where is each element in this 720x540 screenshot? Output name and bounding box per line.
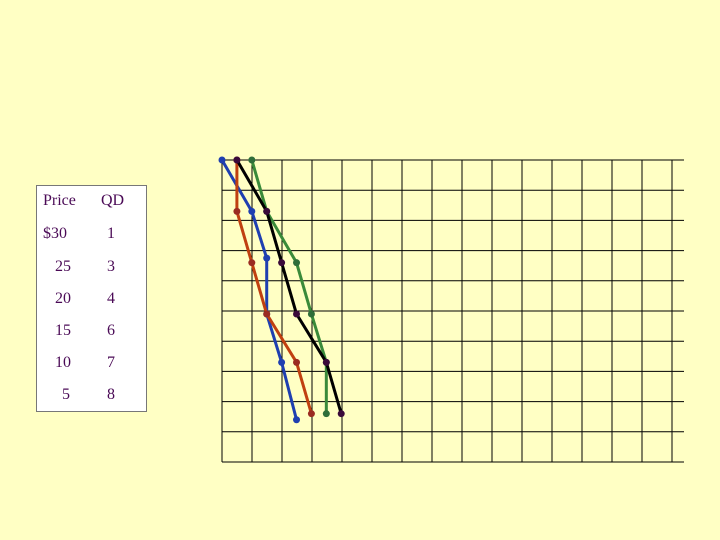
chart-grid (221, 159, 684, 463)
table-price-cell: $30 (43, 225, 67, 242)
data-point (263, 310, 271, 318)
table-price-cell: 10 (55, 354, 71, 371)
table-price-cell: 5 (62, 386, 70, 403)
data-point (278, 358, 286, 366)
data-point (248, 207, 256, 215)
series-line (235, 160, 313, 415)
table-qd-cell: 4 (107, 290, 115, 307)
series-line (220, 159, 298, 421)
table-qd-cell: 8 (107, 386, 115, 403)
series-line (250, 159, 328, 414)
table-qd-cell: 1 (107, 225, 115, 242)
data-point (307, 310, 315, 318)
data-point (263, 254, 271, 262)
table-price-cell: 20 (55, 290, 71, 307)
demand-series-4 (233, 156, 345, 418)
table-qd-cell: 6 (107, 322, 115, 339)
chart-series (218, 156, 345, 424)
data-point (337, 410, 345, 418)
data-point (293, 310, 301, 318)
price-column-header: Price (43, 192, 76, 209)
data-point (307, 410, 315, 418)
data-point (233, 207, 241, 215)
qd-column-header: QD (101, 192, 125, 209)
demand-series-2 (233, 156, 315, 418)
data-point (293, 259, 301, 267)
data-point (233, 156, 241, 164)
demand-schedule-table: Price QD $30 1 25 3 20 4 15 6 10 7 5 8 (36, 185, 147, 412)
data-point (248, 156, 256, 164)
table-price-cell: 15 (55, 322, 71, 339)
data-point (293, 416, 301, 424)
table-qd-cell: 3 (107, 258, 115, 275)
data-point (293, 358, 301, 366)
data-point (263, 207, 271, 215)
data-point (278, 259, 286, 267)
series-line (235, 159, 343, 415)
table-qd-cell: 7 (107, 354, 115, 371)
data-point (218, 156, 226, 164)
data-point (248, 259, 256, 267)
data-point (322, 410, 330, 418)
table-price-cell: 25 (55, 258, 71, 275)
data-point (322, 358, 330, 366)
